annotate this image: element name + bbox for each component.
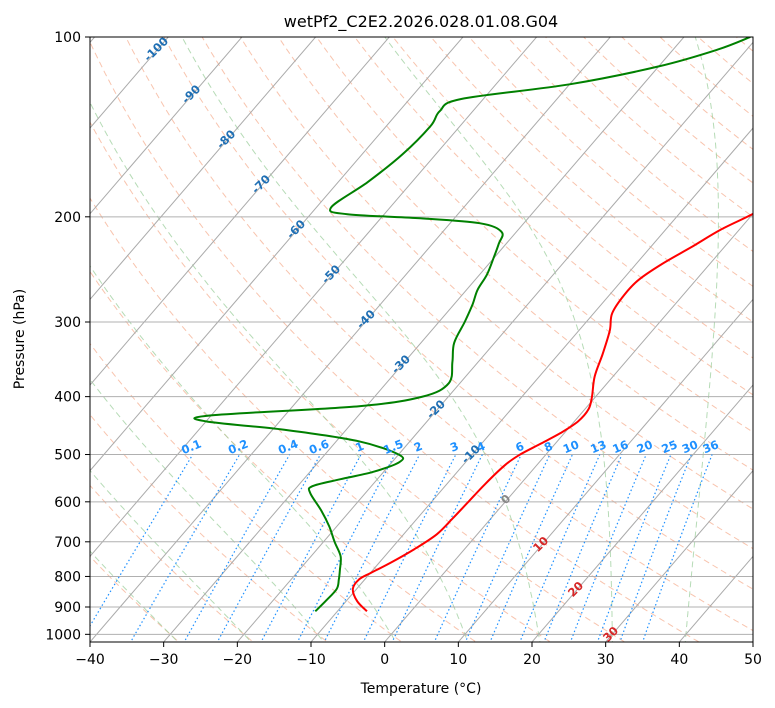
isotherm xyxy=(384,212,753,642)
moist-adiabat xyxy=(181,37,541,642)
isotherm xyxy=(90,37,243,215)
dry-adiabat xyxy=(90,270,477,642)
mixing-ratio-line xyxy=(90,454,194,628)
dry-adiabat xyxy=(90,40,700,642)
chart-title: wetPf2_C2E2.2026.028.01.08.G04 xyxy=(284,12,558,32)
moist-adiabat xyxy=(90,378,325,642)
y-tick-label: 400 xyxy=(54,390,81,406)
x-tick-label: 40 xyxy=(670,652,688,668)
dry-adiabat xyxy=(201,37,753,550)
mixing-ratio-line xyxy=(260,454,362,642)
y-tick-label: 300 xyxy=(54,315,81,331)
mixing-ratio-label: 36 xyxy=(701,437,721,456)
temperature-profile xyxy=(351,212,753,613)
x-axis-label: Temperature (°C) xyxy=(360,681,482,697)
plot-frame xyxy=(89,36,754,643)
isotherm xyxy=(605,469,753,642)
isotherm xyxy=(90,37,611,642)
mixing-ratio-line xyxy=(619,454,692,642)
y-axis-label: Pressure (hPa) xyxy=(12,289,28,389)
x-tick-label: 10 xyxy=(449,652,467,668)
mixing-ratio-line xyxy=(641,454,713,642)
dry-adiabat xyxy=(90,197,552,642)
profile-lines xyxy=(193,37,753,613)
mixing-ratio-line xyxy=(391,454,483,642)
y-tick-label: 500 xyxy=(54,448,81,464)
y-tick-label: 600 xyxy=(54,495,81,511)
mixing-ratio-line xyxy=(519,454,601,642)
x-tick-label: −20 xyxy=(223,652,253,668)
mixing-ratio-line xyxy=(543,454,623,642)
x-tick-label: 0 xyxy=(380,652,389,668)
mixing-ratio-line xyxy=(569,454,647,642)
dry-adiabat xyxy=(430,37,753,323)
y-tick-label: 200 xyxy=(54,210,81,226)
x-tick-label: 30 xyxy=(597,652,615,668)
dry-adiabat xyxy=(277,37,753,471)
mixing-ratio-line xyxy=(323,454,421,642)
mixing-ratio-label: 13 xyxy=(588,437,608,456)
dry-adiabat xyxy=(239,37,753,510)
y-tick-label: 700 xyxy=(54,535,81,551)
x-tick-label: 50 xyxy=(744,652,762,668)
isotherm xyxy=(90,37,317,301)
moist-adiabat xyxy=(90,469,252,642)
isotherm xyxy=(90,37,390,386)
dry-adiabat xyxy=(90,555,180,642)
y-tick-label: 900 xyxy=(54,600,81,616)
dry-adiabat xyxy=(163,37,753,590)
moist-adiabat xyxy=(684,37,719,642)
dry-adiabat xyxy=(90,484,254,642)
isotherm xyxy=(457,298,753,642)
moist-adiabat xyxy=(90,265,397,642)
axes: −40 −30 −20 −10 0 10 20 30 40 50 100 200 300 400 500 60… xyxy=(45,30,762,668)
dry-adiabat xyxy=(90,342,403,642)
mixing-ratio-line xyxy=(296,454,396,642)
mixing-ratio-label: 25 xyxy=(659,437,679,456)
mixing-ratio-label: 16 xyxy=(610,437,630,456)
isotherm xyxy=(310,127,753,642)
moist-adiabat xyxy=(90,101,469,642)
mixing-ratio-label: 20 xyxy=(635,437,655,456)
mixing-ratio-line xyxy=(596,454,672,642)
isotherm xyxy=(236,41,753,642)
dewpoint-profile xyxy=(193,37,751,613)
isotherm xyxy=(531,384,753,642)
x-tick-label: −10 xyxy=(296,652,326,668)
dry-adiabat xyxy=(468,37,753,287)
x-tick-label: −30 xyxy=(149,652,179,668)
isotherm xyxy=(90,37,464,472)
dry-adiabat xyxy=(90,121,626,642)
y-tick-label: 100 xyxy=(54,30,81,46)
y-tick-label: 1000 xyxy=(45,627,81,643)
isotherm xyxy=(163,37,685,642)
y-tick-label: 800 xyxy=(54,569,81,585)
isotherm xyxy=(90,37,538,558)
mixing-ratio-label: 30 xyxy=(680,437,700,456)
background-lines xyxy=(90,37,753,642)
x-tick-label: 20 xyxy=(523,652,541,668)
x-tick-label: −40 xyxy=(75,652,105,668)
mixing-ratio-label: 10 xyxy=(561,437,581,456)
